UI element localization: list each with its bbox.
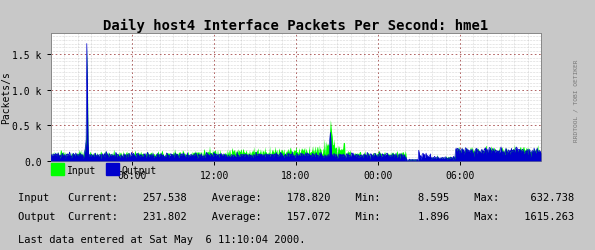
Text: Output  Current:    231.802    Average:    157.072    Min:      1.896    Max:   : Output Current: 231.802 Average: 157.072…: [18, 211, 574, 221]
Text: Input: Input: [67, 165, 96, 175]
Text: RRDTOOL / TOBI OETIKER: RRDTOOL / TOBI OETIKER: [574, 59, 578, 141]
Title: Daily host4 Interface Packets Per Second: hme1: Daily host4 Interface Packets Per Second…: [104, 18, 488, 32]
Text: Input   Current:    257.538    Average:    178.820    Min:      8.595    Max:   : Input Current: 257.538 Average: 178.820 …: [18, 192, 574, 202]
Text: Output: Output: [122, 165, 157, 175]
Text: Last data entered at Sat May  6 11:10:04 2000.: Last data entered at Sat May 6 11:10:04 …: [18, 234, 305, 244]
Y-axis label: Packets/s: Packets/s: [1, 71, 11, 124]
